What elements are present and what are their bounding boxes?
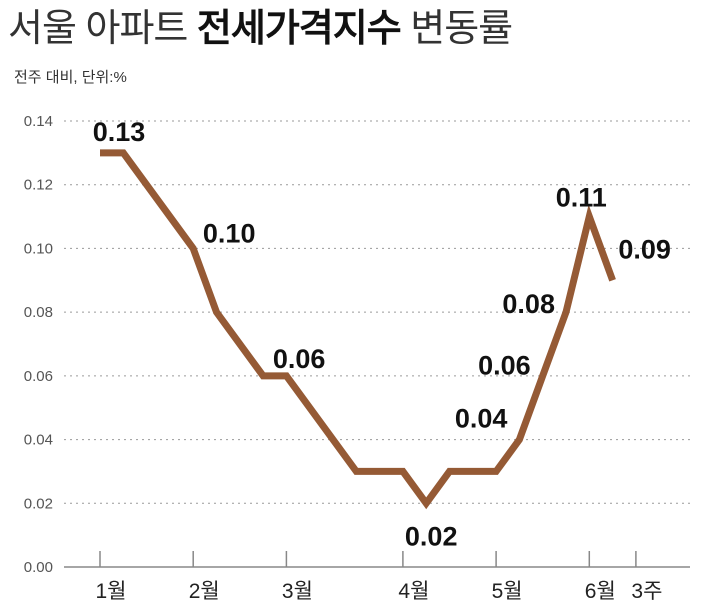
x-tick-label: 1월 — [96, 580, 127, 603]
y-tick-label: 0.02 — [24, 495, 53, 512]
data-label: 0.10 — [203, 218, 256, 248]
x-tick-label: 6월 — [585, 580, 616, 603]
grid-layer — [64, 120, 690, 504]
title-regular: 서울 아파트 — [8, 8, 197, 50]
title-bold: 전세가격지수 — [196, 8, 402, 50]
y-tick-label: 0.08 — [24, 304, 53, 321]
y-tick-label: 0.14 — [24, 113, 53, 130]
data-label: 0.06 — [273, 344, 326, 374]
chart-title: 서울 아파트 전세가격지수 변동률 — [8, 4, 513, 54]
data-label-layer: 0.13 0.10 0.06 0.02 0.04 0.06 0.08 0.11 0.09 — [93, 117, 671, 551]
y-tick-label: 0.00 — [24, 559, 53, 576]
x-tick-label: 3월 — [282, 580, 313, 603]
x-tick-label: 3주 — [631, 580, 662, 603]
axis-layer: 0.00 0.02 0.04 0.06 0.08 0.10 0.12 0.14 1월 2월 3월 4월… — [24, 113, 690, 603]
data-label: 0.06 — [478, 351, 531, 381]
y-tick-label: 0.12 — [24, 177, 53, 194]
data-label: 0.11 — [556, 183, 607, 213]
y-tick-label: 0.04 — [24, 432, 53, 449]
x-tick-label: 4월 — [398, 580, 429, 603]
y-tick-label: 0.10 — [24, 240, 53, 257]
data-label: 0.04 — [455, 403, 508, 433]
x-tick-label: 5월 — [492, 580, 523, 603]
data-label: 0.09 — [618, 234, 671, 264]
series-line — [100, 149, 616, 510]
chart-subtitle: 전주 대비, 단위:% — [14, 69, 127, 86]
x-tick-label: 2월 — [189, 580, 220, 603]
y-tick-label: 0.06 — [24, 368, 53, 385]
series-layer — [100, 149, 616, 510]
data-label: 0.02 — [405, 521, 458, 551]
data-label: 0.08 — [502, 289, 555, 319]
title-tail: 변동률 — [400, 8, 513, 50]
data-label: 0.13 — [93, 117, 146, 147]
